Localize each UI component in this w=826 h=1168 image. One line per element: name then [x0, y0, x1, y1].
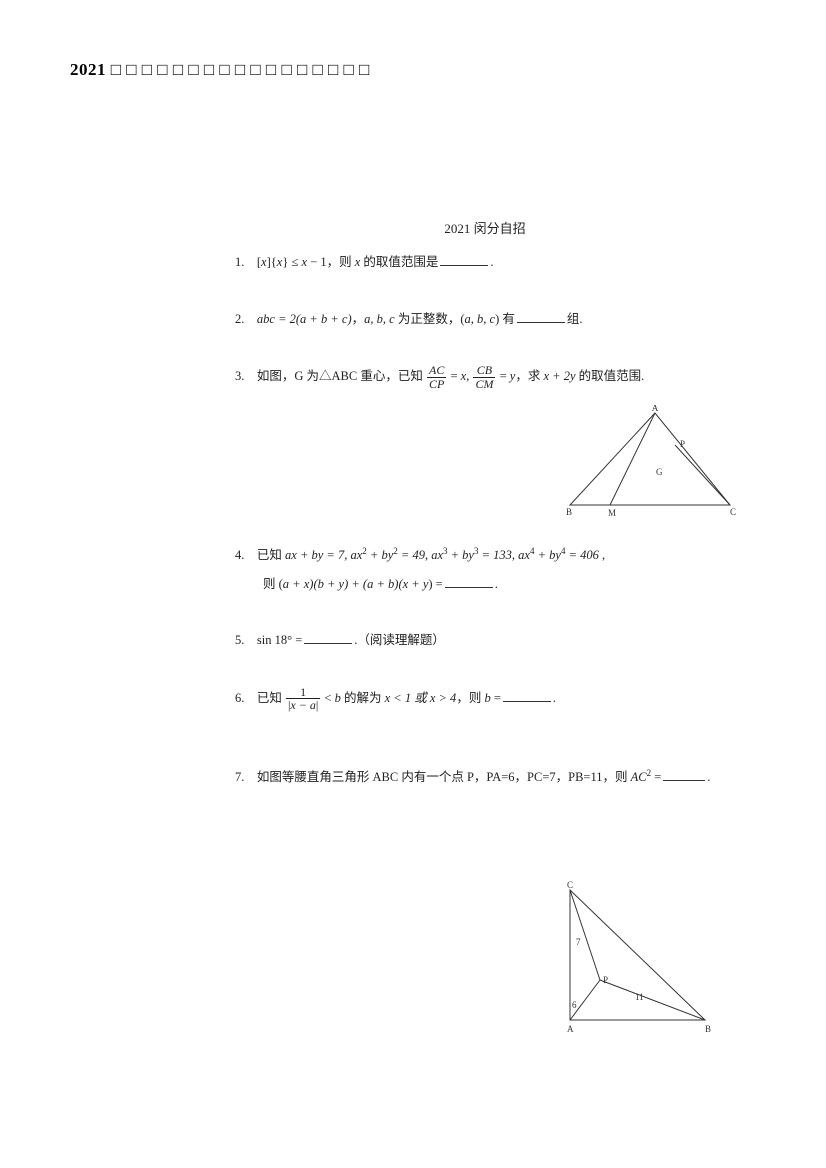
q1-text: 的取值范围是 — [360, 255, 438, 269]
q5-text: 5. sin 18° = — [235, 633, 302, 647]
q6-text: = — [491, 691, 501, 705]
q1-text: 1. [ — [235, 255, 261, 269]
q4-expr: = 133, ax — [478, 548, 529, 562]
q4-text: 则 ( — [263, 577, 283, 591]
answer-blank — [440, 255, 488, 266]
frac-num: AC — [427, 364, 446, 377]
q4-text: ) = — [428, 577, 442, 591]
q3-text: = — [496, 369, 509, 383]
question-7: 7. 如图等腰直角三角形 ABC 内有一个点 P，PA=6，PC=7，PB=11… — [235, 766, 755, 789]
q2-text: ， — [352, 312, 365, 326]
q5-text: .（阅读理解题） — [354, 633, 445, 647]
frac-den: CM — [473, 377, 495, 391]
q4-expr: = 406 — [565, 548, 598, 562]
frac-den: CP — [427, 377, 446, 391]
figure-q3: A B C M P G — [560, 405, 740, 530]
q2-vars: a, b, c — [364, 312, 395, 326]
q3-text: = — [447, 369, 460, 383]
q7-text: 7. 如图等腰直角三角形 ABC 内有一个点 P，PA=6，PC=7，PB=11… — [235, 770, 631, 784]
question-3: 3. 如图，G 为△ABC 重心，已知 AC CP = x, CB CM = y… — [235, 364, 755, 390]
q4-expr: ax + by = 7, ax — [285, 548, 362, 562]
doc-title: 2021 闵分自招 — [215, 218, 755, 237]
q1-text: . — [490, 255, 493, 269]
triangle-svg: A B C M P G — [560, 405, 740, 525]
frac-num: 1 — [286, 686, 320, 699]
q4-text: 4. 已知 — [235, 548, 285, 562]
q2-text: 为正整数，( — [395, 312, 465, 326]
q3-expr: x + 2y — [543, 369, 575, 383]
fraction: CB CM — [473, 364, 495, 390]
question-6: 6. 已知 1 |x − a| < b 的解为 x < 1 或 x > 4，则 … — [235, 686, 755, 712]
q3-text: ，求 — [515, 369, 543, 383]
q2-expr: abc = 2(a + b + c) — [257, 312, 352, 326]
vertex-label: B — [705, 1024, 711, 1034]
edge-label: 7 — [576, 937, 581, 947]
q1-text: ]{ — [267, 255, 277, 269]
q4-text: . — [495, 577, 498, 591]
fraction: AC CP — [427, 364, 446, 390]
q3-text: , — [466, 369, 472, 383]
triangle-svg: A B C P 6 7 11 — [555, 880, 725, 1040]
question-5: 5. sin 18° = .（阅读理解题） — [235, 629, 755, 652]
vertex-label: G — [656, 467, 663, 477]
q4-expr: + by — [448, 548, 474, 562]
q6-text: 6. 已知 — [235, 691, 285, 705]
q7-text: . — [707, 770, 710, 784]
edge-label: 6 — [572, 1000, 577, 1010]
q2-vars: a, b, c — [465, 312, 496, 326]
q6-text: . — [553, 691, 556, 705]
q4-expr: + by — [367, 548, 393, 562]
answer-blank — [503, 690, 551, 701]
question-4: 4. 已知 ax + by = 7, ax2 + by2 = 49, ax3 +… — [235, 544, 755, 595]
q4-line2: 则 (a + x)(b + y) + (a + b)(x + y) =. — [263, 573, 755, 596]
vertex-label: B — [566, 507, 572, 517]
q4-expr: = 49, ax — [398, 548, 443, 562]
question-1: 1. [x]{x} ≤ x − 1，则 x 的取值范围是. — [235, 251, 755, 274]
q7-var: AC — [631, 770, 647, 784]
q6-sol: x < 1 或 x > 4 — [385, 691, 457, 705]
page-header: 2021 □ □ □ □ □ □ □ □ □ □ □ □ □ □ □ □ □ — [70, 60, 370, 80]
q1-text: − 1，则 — [307, 255, 355, 269]
vertex-label: M — [608, 508, 616, 518]
answer-blank — [304, 633, 352, 644]
answer-blank — [517, 311, 565, 322]
vertex-label: A — [567, 1024, 574, 1034]
frac-den: |x − a| — [286, 698, 320, 712]
q2-text: 组. — [567, 312, 583, 326]
vertex-label: P — [680, 439, 685, 449]
vertex-label: C — [567, 880, 573, 890]
figure-q7: A B C P 6 7 11 — [555, 880, 725, 1045]
q3-text: 的取值范围. — [576, 369, 645, 383]
fraction: 1 |x − a| — [286, 686, 320, 712]
vertex-label: C — [730, 507, 736, 517]
answer-blank — [445, 576, 493, 587]
q6-text: ，则 — [456, 691, 484, 705]
vertex-label: A — [652, 405, 659, 413]
q2-text: 2. — [235, 312, 257, 326]
q4-text: , — [599, 548, 605, 562]
frac-den-expr: x − a — [290, 698, 315, 712]
edge-label: 11 — [635, 992, 644, 1002]
answer-blank — [663, 770, 705, 781]
q7-text: = — [651, 770, 661, 784]
q2-text: ) 有 — [495, 312, 515, 326]
q1-text: } ≤ — [282, 255, 301, 269]
point-label: P — [603, 975, 608, 985]
q6-text: < — [321, 691, 334, 705]
frac-num: CB — [473, 364, 495, 377]
abs-bar: | — [316, 698, 318, 712]
q4-expr: + by — [534, 548, 560, 562]
question-2: 2. abc = 2(a + b + c)，a, b, c 为正整数，(a, b… — [235, 308, 755, 331]
q3-text: 3. 如图，G 为△ABC 重心，已知 — [235, 369, 426, 383]
q4-expr: a + x)(b + y) + (a + b)(x + y — [283, 577, 429, 591]
q6-text: 的解为 — [341, 691, 385, 705]
